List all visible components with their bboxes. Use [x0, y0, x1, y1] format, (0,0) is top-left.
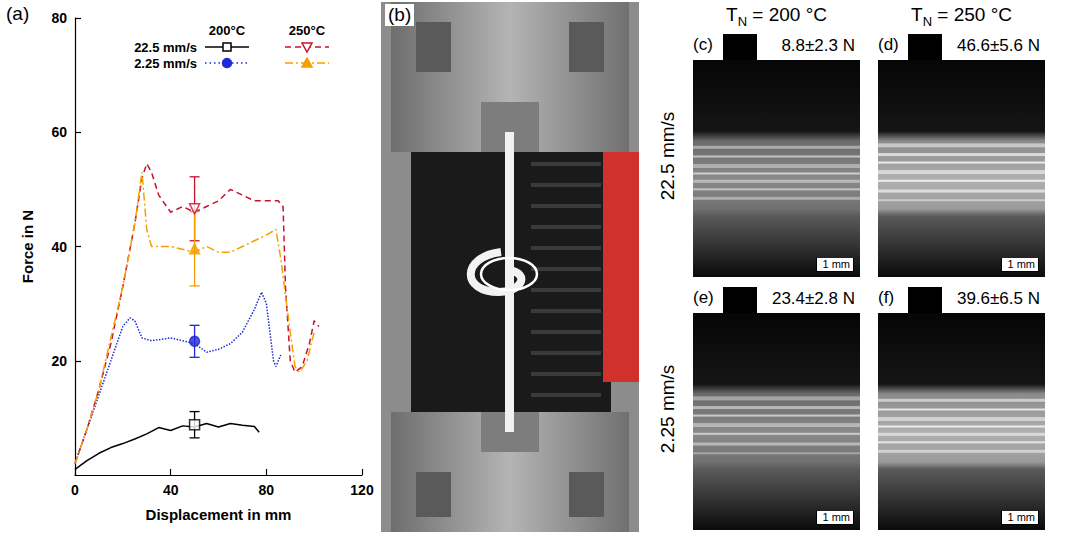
html-text:(f): (f) [878, 288, 894, 307]
html-text:(d): (d) [878, 35, 899, 54]
html-text:22.5 mm/s: 22.5 mm/s [657, 111, 678, 200]
html-text:(e): (e) [693, 288, 714, 307]
html-text:1 mm: 1 mm [822, 258, 850, 270]
svg-text:80: 80 [259, 482, 275, 498]
svg-text:Force in N: Force in N [19, 210, 36, 283]
svg-text:2.25 mm/s: 2.25 mm/s [134, 56, 197, 71]
svg-text:22.5 mm/s: 22.5 mm/s [134, 40, 197, 55]
html-text:2.25 mm/s: 2.25 mm/s [657, 364, 678, 453]
svg-text:(a): (a) [6, 3, 29, 24]
html-text:TN= 250 °C: TN= 250 °C [911, 4, 1012, 29]
svg-text:20: 20 [51, 353, 67, 369]
html-text:(c): (c) [693, 35, 713, 54]
svg-text:250°C: 250°C [289, 23, 326, 38]
svg-text:40: 40 [51, 239, 67, 255]
html-text:46.6±5.6 N: 46.6±5.6 N [956, 36, 1040, 55]
svg-text:0: 0 [71, 482, 79, 498]
html-text:1 mm: 1 mm [1007, 258, 1035, 270]
svg-text:200°C: 200°C [209, 23, 246, 38]
html-text:23.4±2.8 N: 23.4±2.8 N [771, 289, 855, 308]
svg-text:80: 80 [51, 10, 67, 26]
svg-text:40: 40 [163, 482, 179, 498]
svg-text:120: 120 [350, 482, 374, 498]
html-text:39.6±6.5 N: 39.6±6.5 N [956, 289, 1040, 308]
svg-text:Displacement in mm: Displacement in mm [146, 506, 292, 523]
html-text:1 mm: 1 mm [1007, 511, 1035, 523]
html-text:(b): (b) [388, 4, 412, 25]
html-text:8.8±2.3 N: 8.8±2.3 N [781, 36, 855, 55]
svg-text:60: 60 [51, 124, 67, 140]
html-text:TN= 200 °C: TN= 200 °C [726, 4, 827, 29]
html-text:1 mm: 1 mm [822, 511, 850, 523]
